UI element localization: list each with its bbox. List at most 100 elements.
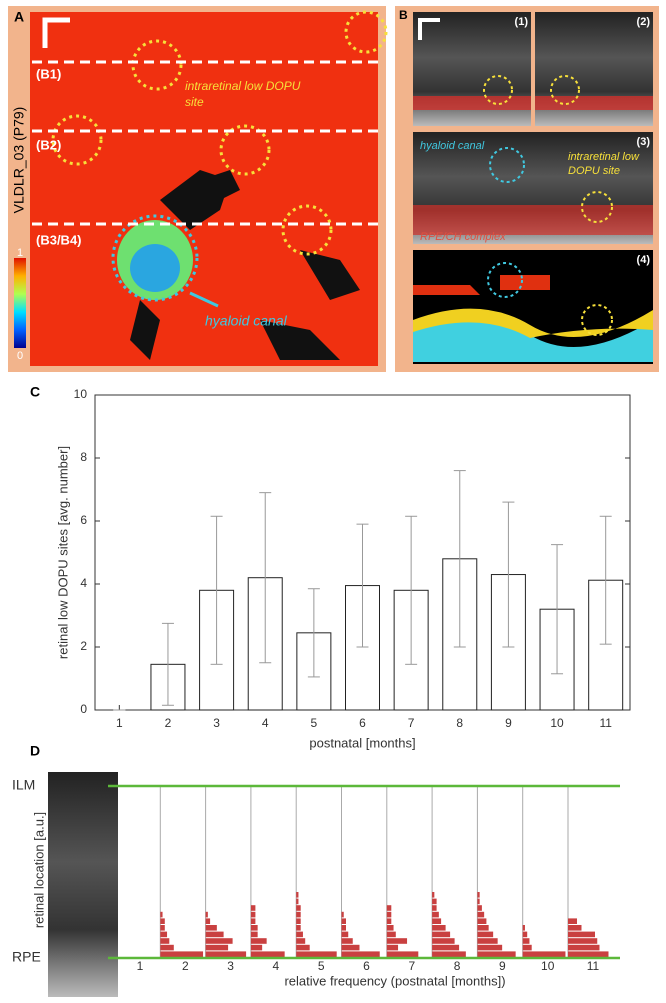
error-bar xyxy=(599,515,612,645)
line-label: (B1) xyxy=(36,66,61,81)
x-tick-label: 10 xyxy=(541,959,555,973)
x-tick-label: 8 xyxy=(456,716,463,730)
line-label: (B3/B4) xyxy=(36,232,82,247)
error-bar xyxy=(307,588,320,678)
canal-label: hyaloid canal xyxy=(420,140,485,152)
hist-bar xyxy=(205,925,217,931)
hist-bar xyxy=(386,951,419,957)
x-tick-label: 9 xyxy=(499,959,506,973)
hist-bar xyxy=(477,951,516,957)
error-bar xyxy=(210,515,223,665)
hist-bar xyxy=(296,911,301,918)
error-bar xyxy=(502,501,515,648)
y-axis-label: retinal low DOPU sites [avg. number] xyxy=(55,446,70,659)
x-tick-label: 10 xyxy=(550,716,564,730)
error-bar xyxy=(551,544,564,675)
y-tick-label: 4 xyxy=(80,576,87,590)
x-tick-label: 1 xyxy=(116,716,123,730)
frame-label: (4) xyxy=(637,254,651,266)
hist-bar xyxy=(432,938,455,944)
panel-letter: D xyxy=(30,743,40,759)
site-label: intraretinal low DOPU site xyxy=(568,151,639,177)
panel-b: B (1) (2) (3) (4) hyaloid canal intraret… xyxy=(395,6,659,372)
site-label: intraretinal low DOPU site xyxy=(185,79,301,109)
hist-bar xyxy=(522,944,532,951)
hist-bar xyxy=(432,911,439,918)
colorbar-min: 0 xyxy=(17,350,23,362)
hist-bar xyxy=(250,918,256,924)
hist-bar xyxy=(386,905,392,911)
oct-strip xyxy=(48,772,118,997)
hist-bar xyxy=(568,918,577,924)
hist-bar xyxy=(296,925,301,931)
rpe-band xyxy=(413,205,653,235)
canal-circle xyxy=(111,214,199,302)
canal-label: hyaloid canal xyxy=(205,313,288,329)
error-bar xyxy=(356,523,369,648)
x-tick-label: 3 xyxy=(213,716,220,730)
hist-bar xyxy=(522,931,528,938)
x-tick-label: 6 xyxy=(363,959,370,973)
hist-bar xyxy=(296,938,306,944)
colorbar xyxy=(14,258,26,348)
canal-circles xyxy=(487,147,525,298)
x-tick-label: 7 xyxy=(408,959,415,973)
panel-letter: A xyxy=(14,9,24,25)
error-bar xyxy=(161,622,174,706)
hist-bar xyxy=(477,898,480,905)
hist-bar xyxy=(568,938,598,944)
hist-bar xyxy=(386,944,399,951)
x-tick-label: 4 xyxy=(273,959,280,973)
hist-bar xyxy=(160,918,165,924)
canal-arrow xyxy=(189,291,219,308)
colorbar-max: 1 xyxy=(17,247,23,259)
hist-bar xyxy=(477,944,503,951)
panel-letter: C xyxy=(30,384,40,400)
hist-bar xyxy=(341,918,346,924)
x-tick-label: 2 xyxy=(182,959,189,973)
hist-bar xyxy=(568,931,595,938)
rpe-band xyxy=(413,96,531,110)
y-tick-label: 6 xyxy=(80,513,87,527)
hist-bar xyxy=(522,951,566,957)
x-tick-label: 2 xyxy=(165,716,172,730)
hist-bar xyxy=(477,892,480,898)
x-tick-label: 11 xyxy=(587,959,600,973)
site-label-box: intraretinal low DOPU site xyxy=(185,79,301,109)
hist-bar xyxy=(160,944,174,951)
hist-bar xyxy=(250,951,285,957)
x-tick-label: 5 xyxy=(311,716,318,730)
x-axis-label: postnatal [months] xyxy=(309,735,415,750)
hist-bar xyxy=(160,911,163,918)
line-label: (B2) xyxy=(36,137,61,152)
x-tick-label: 1 xyxy=(137,959,144,973)
x-tick-label: 7 xyxy=(408,716,415,730)
hist-bar xyxy=(341,951,380,957)
dopu-blob xyxy=(413,275,550,295)
x-tick-label: 11 xyxy=(599,716,612,730)
hist-bar xyxy=(160,925,165,931)
x-tick-label: 3 xyxy=(227,959,234,973)
hist-bar xyxy=(205,951,247,957)
hist-bar xyxy=(296,931,303,938)
hist-bar xyxy=(341,911,344,918)
error-bar xyxy=(259,492,272,664)
hist-bar xyxy=(477,911,485,918)
hist-bar xyxy=(250,905,256,911)
complex-label: RPE/CH complex xyxy=(420,231,506,243)
dopu-layer xyxy=(413,308,653,338)
canal-core xyxy=(130,244,180,292)
hist-bar xyxy=(568,944,600,951)
hist-bar xyxy=(432,951,466,957)
hist-bar xyxy=(341,944,360,951)
x-axis-label: relative frequency (postnatal [months]) xyxy=(284,973,505,988)
rpe-band xyxy=(535,96,653,110)
scale-bar xyxy=(42,17,70,48)
panel-letter: B xyxy=(399,8,408,22)
hist-bar xyxy=(296,898,299,905)
y-tick-label: 10 xyxy=(74,387,88,401)
hist-bar xyxy=(205,944,229,951)
hist-bar xyxy=(386,931,396,938)
hist-bar xyxy=(341,925,346,931)
dopu-layer xyxy=(413,318,653,362)
